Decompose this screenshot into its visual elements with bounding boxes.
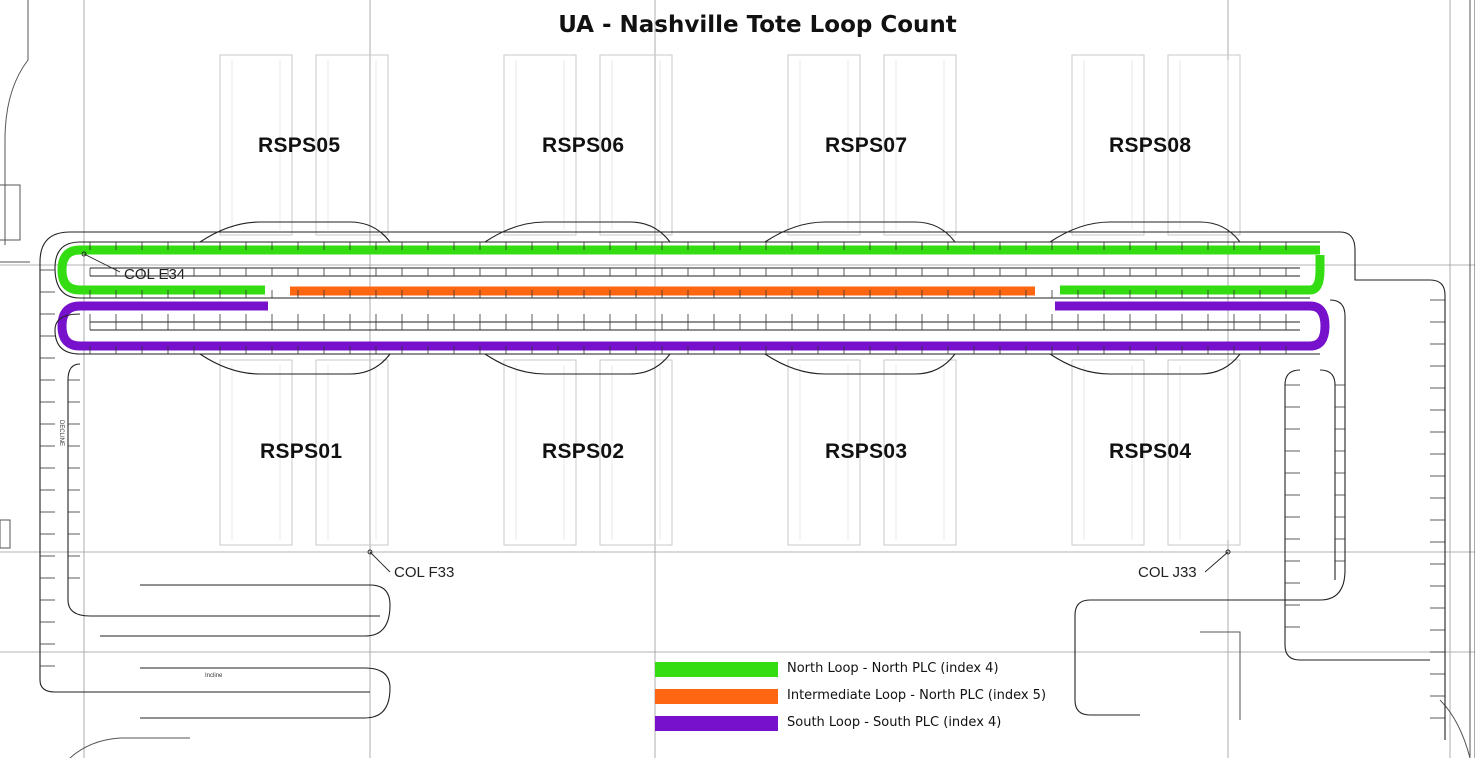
station-label-rsps03: RSPS03: [825, 440, 908, 463]
column-label-j33: COL J33: [1138, 564, 1197, 581]
station-label-rsps06: RSPS06: [542, 134, 625, 157]
station-label-rsps08: RSPS08: [1109, 134, 1192, 157]
column-label-f33: COL F33: [394, 564, 455, 581]
station-label-rsps01: RSPS01: [260, 440, 343, 463]
decline-annotation: DECLINE: [58, 419, 65, 447]
station-label-rsps02: RSPS02: [542, 440, 625, 463]
rsps-rack-blocks: [219, 54, 1241, 546]
orange-swatch-icon: [655, 689, 778, 704]
green-swatch-icon: [655, 662, 778, 677]
purple-swatch-icon: [655, 716, 778, 731]
column-label-e34: COL E34: [124, 266, 186, 283]
column-marker-lines: [81, 251, 1231, 573]
drawing-title: UA - Nashville Tote Loop Count: [558, 12, 957, 38]
incline-annotation: Incline: [205, 673, 223, 679]
south-loop-highlight: [57, 301, 1330, 351]
conveyor-tracks: [39, 221, 1446, 740]
legend-label-north-loop: North Loop - North PLC (index 4): [787, 661, 999, 676]
north-loop-highlight: [57, 245, 1325, 295]
station-label-rsps04: RSPS04: [1109, 440, 1192, 463]
rsps-rack-hatching: [231, 60, 1229, 540]
station-label-rsps05: RSPS05: [258, 134, 341, 157]
roller-ticks: [40, 242, 1445, 719]
legend-label-south-loop: South Loop - South PLC (index 4): [787, 715, 1002, 730]
station-label-rsps07: RSPS07: [825, 134, 908, 157]
legend-label-intermediate-loop: Intermediate Loop - North PLC (index 5): [787, 688, 1047, 703]
